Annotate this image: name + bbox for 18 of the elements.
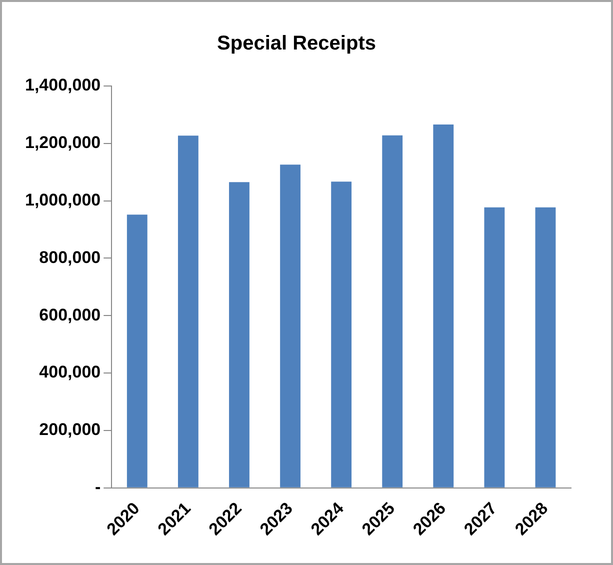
bar xyxy=(484,207,505,488)
y-tick-label: - xyxy=(94,478,101,497)
bar xyxy=(126,214,148,488)
y-tick-label: 400,000 xyxy=(39,362,101,382)
y-tick-label: 800,000 xyxy=(39,248,101,267)
y-tick-label: 200,000 xyxy=(39,420,101,440)
bar xyxy=(535,207,556,488)
bar xyxy=(178,136,198,488)
bar xyxy=(280,164,300,488)
bar xyxy=(229,182,250,488)
bar xyxy=(433,124,454,488)
y-tick-label: 1,200,000 xyxy=(24,133,101,152)
y-tick-label: 1,400,000 xyxy=(24,76,101,95)
bar xyxy=(382,135,403,488)
y-tick-label: 600,000 xyxy=(39,305,101,324)
bar xyxy=(331,182,352,488)
chart-title: Special Receipts xyxy=(217,32,376,55)
y-tick-label: 1,000,000 xyxy=(24,190,101,210)
